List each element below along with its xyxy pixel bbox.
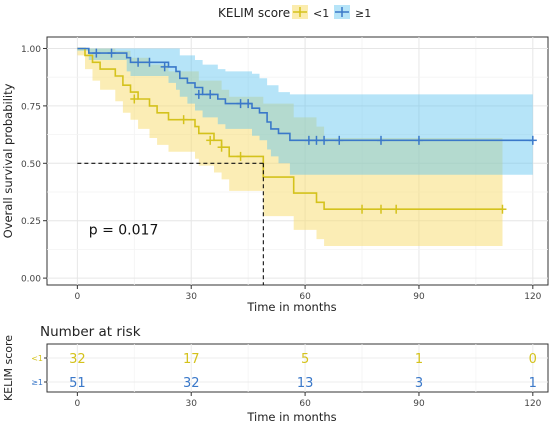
x-axis-label: Time in months	[246, 300, 336, 314]
x-tick-label: 120	[524, 292, 541, 302]
censor-mark	[377, 135, 385, 145]
risk-row-label: <1	[31, 354, 43, 363]
censor-mark	[312, 135, 321, 145]
legend: KELIM score <1 ≥1	[218, 5, 371, 20]
risk-x-tick-label: 30	[186, 399, 198, 409]
risk-cell: 5	[301, 352, 309, 367]
censor-mark	[206, 135, 215, 145]
censor-mark	[160, 62, 169, 72]
risk-x-tick-label: 0	[74, 399, 80, 409]
risk-cell: 0	[529, 352, 537, 367]
censor-mark	[414, 135, 423, 145]
risk-table: Number at risk <1 32 17 5 1 0≥1 51 32 13 3 1 0 30 60…	[2, 324, 549, 424]
risk-cell: 32	[183, 376, 200, 391]
risk-table-cells: <1 32 17 5 1 0≥1 51 32 13 3 1	[31, 352, 537, 391]
risk-cell: 32	[69, 352, 86, 367]
censor-mark	[194, 89, 203, 99]
censor-mark	[206, 89, 215, 99]
censor-mark	[335, 135, 344, 145]
censor-mark	[92, 48, 101, 58]
risk-x-tick-label: 60	[299, 399, 311, 409]
y-tick-label: 0.75	[21, 102, 41, 112]
legend-title: KELIM score	[218, 6, 290, 20]
risk-cell: 3	[415, 376, 423, 391]
x-tick-label: 90	[413, 292, 425, 302]
survival-curve	[77, 47, 533, 142]
risk-row-label: ≥1	[31, 378, 43, 387]
censor-mark	[130, 94, 139, 104]
y-axis-label: Overall survival probability	[1, 83, 15, 238]
risk-cell: 1	[415, 352, 423, 367]
survival-curves	[77, 47, 533, 210]
risk-table-title: Number at risk	[40, 324, 141, 340]
risk-cell: 17	[183, 352, 200, 367]
risk-table-grid	[47, 344, 548, 392]
legend-key-high	[334, 5, 350, 19]
censor-mark	[244, 99, 253, 109]
censor-mark	[236, 99, 245, 109]
survival-plot: 0.00 0.25 0.50 0.75 1.00 0 30 60 90 120 p = 0.01…	[1, 36, 549, 314]
censor-mark	[528, 135, 537, 145]
y-tick-label: 0.25	[21, 217, 41, 227]
legend-label-low: <1	[313, 7, 329, 20]
censor-mark	[236, 151, 245, 161]
censor-mark	[179, 115, 188, 125]
risk-cell: 13	[297, 376, 314, 391]
censor-mark	[377, 204, 385, 214]
censor-marks	[92, 48, 537, 214]
legend-label-high: ≥1	[355, 7, 371, 20]
x-tick-label: 60	[299, 292, 311, 302]
censor-mark	[145, 57, 154, 67]
y-tick-label: 0.50	[21, 160, 41, 170]
p-value-annotation: p = 0.017	[89, 222, 159, 238]
y-axis: 0.00 0.25 0.50 0.75 1.00	[21, 45, 47, 285]
risk-table-x-label: Time in months	[246, 410, 336, 424]
x-axis: 0 30 60 90 120	[74, 285, 542, 302]
risk-cell: 1	[529, 376, 537, 391]
legend-key-low	[292, 5, 308, 19]
median-lines	[77, 162, 264, 285]
censor-mark	[358, 204, 367, 214]
risk-x-tick-label: 90	[413, 399, 425, 409]
risk-table-x-axis: 0 30 60 90 120	[74, 392, 542, 409]
censor-mark	[217, 142, 226, 152]
censor-mark	[107, 48, 116, 58]
censor-mark	[392, 204, 401, 214]
risk-cell: 51	[69, 376, 86, 391]
y-tick-label: 1.00	[21, 45, 41, 55]
risk-x-tick-label: 120	[524, 399, 541, 409]
risk-table-panel	[46, 343, 549, 393]
censor-mark	[320, 135, 329, 145]
censor-mark	[498, 204, 507, 214]
x-tick-label: 0	[74, 292, 80, 302]
survival-curve	[77, 47, 503, 210]
censor-mark	[134, 57, 143, 67]
risk-table-y-label: KELIM score	[2, 335, 15, 401]
y-tick-label: 0.00	[21, 275, 41, 285]
censor-mark	[304, 135, 313, 145]
confidence-band	[77, 48, 503, 246]
x-tick-label: 30	[186, 292, 198, 302]
